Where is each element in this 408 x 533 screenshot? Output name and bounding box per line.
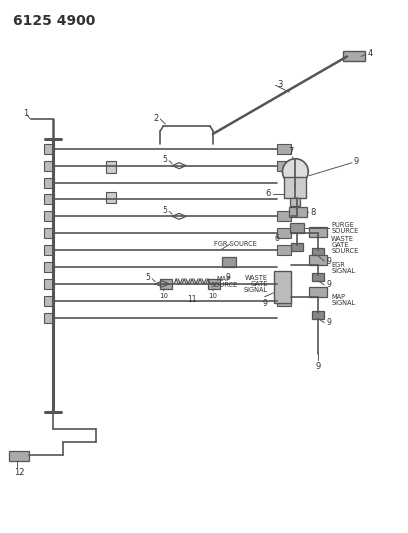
Bar: [44, 144, 54, 154]
Bar: [9, 451, 29, 461]
Text: 8: 8: [310, 208, 316, 217]
Text: EGR: EGR: [331, 262, 345, 268]
Text: GATE: GATE: [250, 281, 268, 287]
Text: 9: 9: [225, 273, 230, 282]
Bar: [106, 161, 115, 173]
Bar: [291, 243, 303, 251]
Text: 12: 12: [14, 467, 24, 477]
Bar: [284, 176, 306, 198]
Bar: [277, 279, 291, 289]
Bar: [44, 296, 54, 306]
Text: 10: 10: [159, 293, 168, 299]
Text: 9: 9: [326, 280, 331, 289]
Bar: [160, 279, 172, 289]
Bar: [312, 273, 324, 281]
Bar: [290, 223, 304, 233]
Text: 5: 5: [162, 206, 167, 215]
Bar: [277, 245, 291, 255]
Text: SOURCE: SOURCE: [331, 248, 358, 254]
Text: 6: 6: [275, 233, 279, 243]
Text: 9: 9: [354, 157, 359, 166]
Bar: [222, 257, 236, 267]
Bar: [277, 144, 291, 154]
Bar: [343, 52, 365, 61]
Text: WASTE: WASTE: [244, 275, 268, 281]
Text: 9: 9: [262, 299, 267, 308]
Text: SIGNAL: SIGNAL: [331, 300, 355, 306]
Text: MAP: MAP: [331, 294, 345, 300]
Text: 11: 11: [187, 295, 197, 304]
Bar: [44, 177, 54, 188]
Text: 10: 10: [208, 293, 217, 299]
Bar: [277, 161, 291, 171]
Text: 6: 6: [265, 189, 271, 198]
Bar: [44, 262, 54, 272]
Text: SOURCE: SOURCE: [331, 228, 358, 234]
Text: SIGNAL: SIGNAL: [331, 268, 355, 274]
Bar: [277, 296, 291, 306]
Bar: [309, 227, 327, 237]
Text: 5: 5: [146, 273, 151, 282]
Bar: [289, 207, 307, 217]
Text: FGR SOURCE: FGR SOURCE: [214, 241, 257, 247]
Text: SIGNAL: SIGNAL: [244, 287, 268, 293]
Text: 2: 2: [153, 114, 158, 123]
Bar: [312, 248, 324, 256]
Circle shape: [282, 159, 308, 184]
Text: 3: 3: [277, 80, 283, 89]
Bar: [277, 212, 291, 221]
Bar: [309, 287, 327, 297]
Text: WASTE: WASTE: [331, 236, 354, 242]
Text: 1: 1: [22, 109, 28, 118]
Text: 4: 4: [368, 49, 373, 58]
Bar: [208, 279, 220, 289]
Bar: [44, 161, 54, 171]
Bar: [290, 198, 300, 206]
Text: SOURCE: SOURCE: [210, 282, 237, 288]
Bar: [309, 255, 327, 265]
Bar: [44, 279, 54, 289]
Bar: [44, 212, 54, 221]
Bar: [312, 311, 324, 319]
Bar: [277, 228, 291, 238]
Text: 9: 9: [316, 362, 321, 372]
Bar: [106, 191, 115, 204]
Text: 6125 4900: 6125 4900: [13, 14, 96, 28]
Bar: [44, 313, 54, 322]
Bar: [273, 271, 291, 303]
Text: 7: 7: [289, 147, 294, 156]
Text: PURGE: PURGE: [331, 222, 354, 228]
Text: 5: 5: [162, 155, 167, 164]
Text: GATE: GATE: [331, 242, 348, 248]
Text: MAP: MAP: [217, 276, 231, 282]
Bar: [44, 228, 54, 238]
Bar: [44, 245, 54, 255]
Text: 9: 9: [326, 256, 331, 265]
Text: 9: 9: [326, 318, 331, 327]
Bar: [44, 195, 54, 205]
